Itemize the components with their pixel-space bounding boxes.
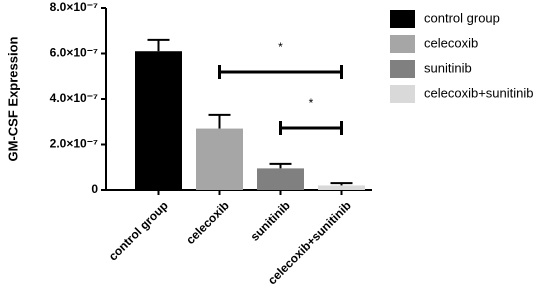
y-tick-label: 2.0×10⁻⁷ bbox=[50, 137, 98, 151]
x-tick-label: celecoxib bbox=[183, 198, 232, 247]
legend-swatch bbox=[390, 10, 415, 28]
y-tick-label: 4.0×10⁻⁷ bbox=[50, 91, 98, 105]
legend-swatch bbox=[390, 35, 415, 53]
bar bbox=[135, 51, 182, 190]
significance-star: * bbox=[278, 40, 283, 54]
bar bbox=[318, 185, 365, 190]
legend-label: celecoxib bbox=[424, 35, 478, 50]
legend-swatch bbox=[390, 60, 415, 78]
bar bbox=[196, 128, 243, 190]
legend-swatch bbox=[390, 85, 415, 103]
legend-label: control group bbox=[424, 10, 500, 25]
bar bbox=[257, 168, 304, 190]
y-tick-label: 6.0×10⁻⁷ bbox=[50, 46, 98, 60]
x-tick-label: sunitinib bbox=[248, 198, 293, 243]
y-tick-label: 0 bbox=[91, 182, 98, 196]
legend-label: celecoxib+sunitinib bbox=[424, 85, 533, 100]
legend-label: sunitinib bbox=[424, 60, 472, 75]
x-tick-label: control group bbox=[106, 198, 171, 263]
y-tick-label: 8.0×10⁻⁷ bbox=[50, 0, 98, 14]
significance-star: * bbox=[309, 96, 314, 110]
y-axis-label: GM-CSF Expression bbox=[5, 36, 20, 161]
